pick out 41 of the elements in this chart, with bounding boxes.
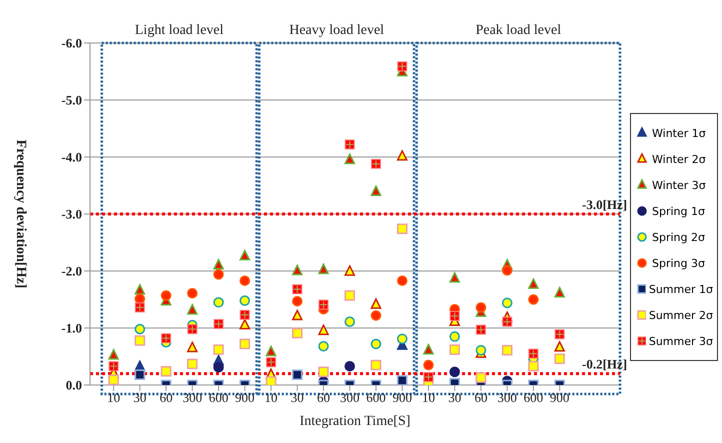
text: Heavy load level — [289, 23, 384, 38]
y-tick-label: -1.0 — [61, 320, 82, 336]
y-tick-label: 0.0 — [66, 378, 82, 393]
y-tick-label: -2.0 — [61, 264, 82, 279]
legend-label: Spring 1σ — [652, 204, 705, 218]
x-tick-label: 60 — [160, 390, 173, 406]
y-tick-label: -6.0 — [61, 36, 82, 51]
x-tick-label: 30 — [133, 390, 146, 406]
x-tick-label: 30 — [448, 390, 462, 406]
y-tick-label: -5.0 — [61, 92, 82, 108]
x-axis-title: Integration Time[S] — [300, 414, 410, 429]
legend-label: Spring 2σ — [652, 230, 705, 244]
text: Light load level — [134, 23, 224, 38]
x-tick-label: 60 — [317, 390, 330, 406]
x-tick-label: 10 — [107, 390, 120, 406]
text: Peak load level — [476, 23, 562, 38]
x-tick-label: 60 — [474, 390, 488, 406]
legend-label: Summer 1σ — [648, 282, 713, 296]
x-tick-label: 10 — [422, 390, 435, 406]
x-tick-label: 300 — [182, 390, 202, 406]
x-tick-label: 900 — [392, 390, 412, 406]
ref-line-label: -3.0[Hz] — [582, 197, 628, 212]
x-tick-label: 300 — [340, 390, 360, 406]
x-tick-label: 300 — [497, 390, 517, 406]
legend-label: Winter 2σ — [652, 152, 706, 166]
legend-label: Summer 3σ — [648, 334, 713, 348]
y-tick-label: -3.0 — [61, 206, 82, 222]
legend-label: Summer 2σ — [648, 308, 713, 322]
legend-label: Winter 1σ — [652, 126, 706, 140]
x-tick-label: 600 — [524, 390, 544, 406]
x-tick-label: 600 — [366, 390, 386, 406]
y-axis-title: Frequency deviation[Hz] — [13, 140, 28, 288]
legend-label: Spring 3σ — [652, 256, 705, 270]
x-tick-label: 30 — [290, 390, 304, 406]
ref-line-label: -0.2[Hz] — [582, 356, 628, 372]
x-tick-label: 10 — [264, 390, 278, 406]
x-tick-label: 900 — [235, 390, 255, 406]
legend-label: Winter 3σ — [652, 178, 706, 192]
y-tick-label: -4.0 — [61, 150, 82, 165]
x-tick-label: 600 — [208, 390, 228, 406]
x-tick-label: 900 — [550, 390, 570, 406]
